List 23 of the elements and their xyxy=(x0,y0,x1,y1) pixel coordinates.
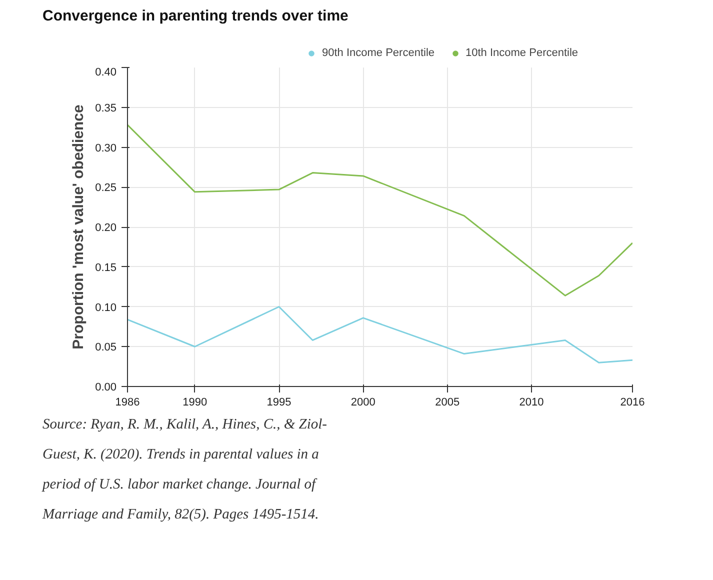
line-series xyxy=(128,124,632,296)
y-tick-label: 0.20 xyxy=(95,222,117,234)
x-tick-label: 1995 xyxy=(266,396,292,408)
x-tick-label: 2016 xyxy=(620,396,645,408)
legend-label: 90th Income Percentile xyxy=(322,47,435,59)
x-tick-label: 1990 xyxy=(182,396,208,408)
source-note: Source: Ryan, R. M., Kalil, A., Hines, C., & Ziol-Guest, K. (2020). Trends in parental values in a period of U.S. labor market change. Journal of Marriage and Family, 82(5). Pages 1495-1514. xyxy=(42,416,328,522)
y-tick-label: 0.10 xyxy=(95,302,117,314)
x-tick-label: 2005 xyxy=(435,396,460,408)
line-series xyxy=(128,306,632,364)
y-tick-label: 0.05 xyxy=(95,342,117,354)
x-tick-label: 1986 xyxy=(115,396,140,408)
legend-label: 10th Income Percentile xyxy=(466,47,578,59)
y-tick-label: 0.30 xyxy=(95,142,117,154)
y-tick-label: 0.40 xyxy=(95,66,117,78)
y-tick-label: 0.15 xyxy=(95,262,117,274)
chart-title: Convergence in parenting trends over time xyxy=(42,8,348,24)
y-tick-label: 0.25 xyxy=(95,182,117,194)
y-tick-label: 0.35 xyxy=(95,102,117,114)
y-axis-title: Proportion 'most value' obedience xyxy=(70,104,88,350)
y-tick-label: 0.00 xyxy=(95,382,117,394)
x-tick-label: 2000 xyxy=(350,396,376,408)
x-tick-label: 2010 xyxy=(519,396,544,408)
